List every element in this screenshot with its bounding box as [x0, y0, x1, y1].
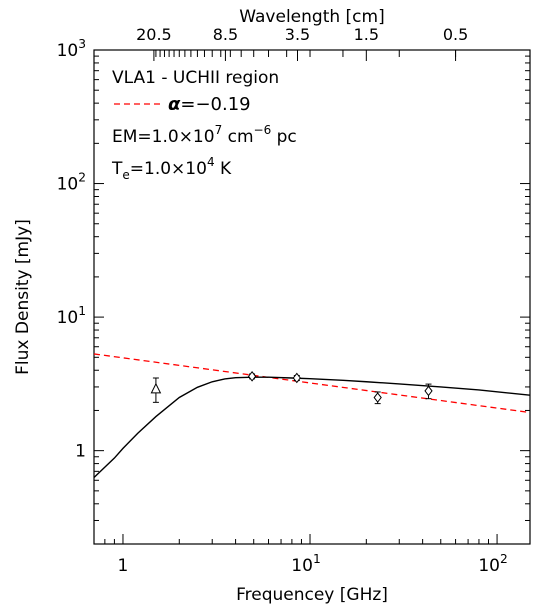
- top-tick-label: 0.5: [443, 25, 468, 44]
- legend-alpha-label: α=−0.19: [168, 94, 251, 115]
- annotation-source: VLA1 - UCHII region: [112, 68, 279, 88]
- y-tick-label: 1: [75, 442, 86, 462]
- diamond-point: [247, 371, 257, 382]
- data-points: [150, 371, 433, 405]
- y-axis-label: Flux Density [mJy]: [13, 219, 33, 375]
- x-axis-label: Frequencey [GHz]: [236, 585, 388, 605]
- annotation-em: EM=1.0×107 cm−6 pc: [112, 123, 297, 147]
- axis-ticks: [93, 49, 531, 545]
- diamond-marker: [424, 385, 433, 397]
- curves: [93, 353, 531, 478]
- diamond-point: [292, 372, 301, 384]
- top-tick-label: 20.5: [136, 25, 172, 44]
- triangle-marker: [150, 382, 162, 394]
- x-tick-label: 102: [478, 552, 507, 576]
- diamond-point: [373, 391, 382, 405]
- diamond-marker: [292, 372, 301, 384]
- power-law-fit-line: [93, 353, 531, 414]
- diamond-marker: [373, 392, 382, 403]
- annotations: VLA1 - UCHII region α=−0.19 EM=1.0×107 cm−…: [111, 68, 297, 182]
- top-tick-label: 1.5: [354, 25, 379, 44]
- y-tick-label: 103: [57, 37, 86, 61]
- top-axis-label: Wavelength [cm]: [239, 7, 384, 27]
- diamond-marker: [247, 371, 257, 382]
- x-tick-label: 101: [291, 552, 320, 576]
- y-tick-label: 102: [57, 171, 86, 195]
- x-tick-label: 1: [118, 556, 129, 576]
- y-tick-label: 101: [57, 304, 86, 328]
- diamond-point: [424, 383, 433, 400]
- annotation-te: Te=1.0×104 K: [111, 155, 232, 182]
- top-tick-label: 8.5: [213, 25, 238, 44]
- plot-frame: [93, 49, 531, 545]
- top-tick-label: 3.5: [285, 25, 310, 44]
- triangle-point: [150, 377, 162, 403]
- model-curve: [93, 376, 531, 478]
- tick-labels: 20.5 8.5 3.5 1.5 0.5 1 101 102 1 101 102 103: [57, 25, 508, 576]
